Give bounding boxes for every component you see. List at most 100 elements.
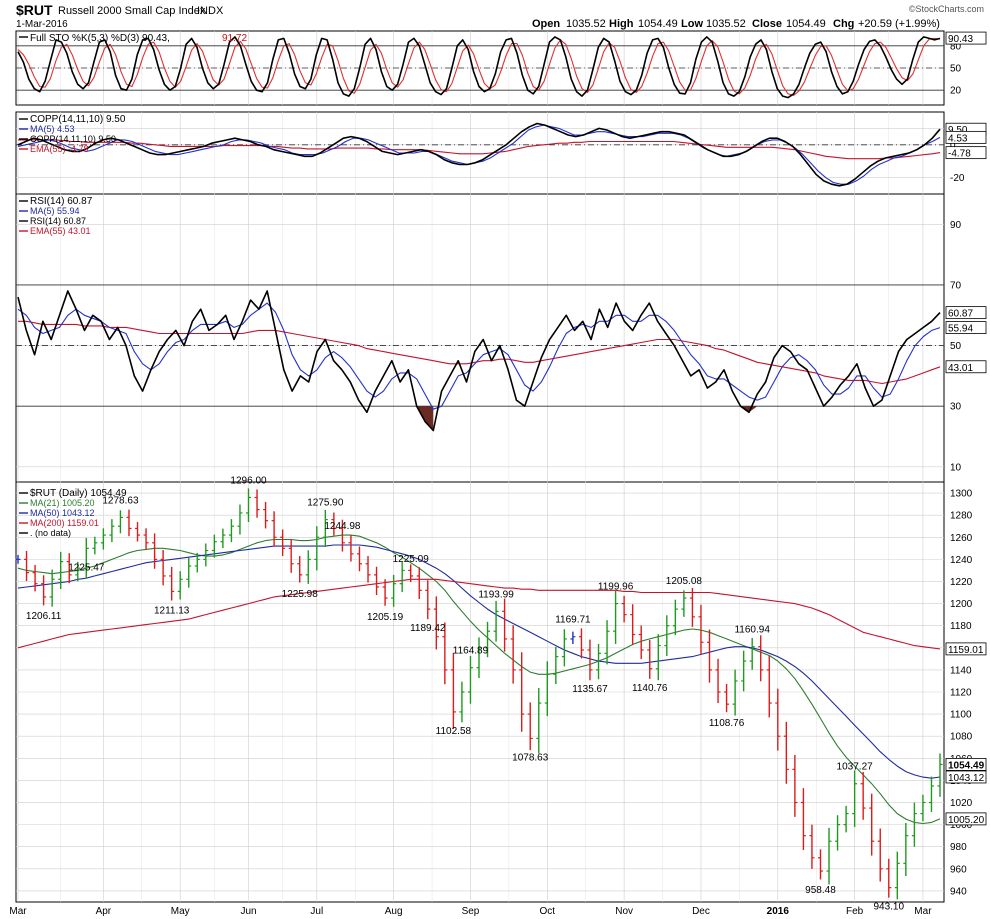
ohlc-bar [194, 552, 200, 573]
high-label: High [609, 18, 634, 30]
ohlc-bar [339, 519, 345, 552]
ohlc-bar [288, 539, 294, 573]
price-annotation: 1078.63 [512, 752, 549, 763]
ohlc-bar [732, 669, 738, 716]
value-tag: 90.43 [945, 31, 987, 45]
y-tick-label: 1100 [950, 710, 972, 721]
price-annotation: 958.48 [805, 885, 836, 896]
ohlc-bar [433, 596, 439, 650]
stochastic-legend: Full STO %K(5,3) %D(3) 90.43, [30, 33, 170, 44]
x-tick-label: Apr [96, 906, 112, 917]
ohlc-bar [766, 655, 772, 718]
price-annotation: 1037.27 [837, 762, 874, 773]
ohlc-bar [536, 688, 542, 754]
ohlc-bar [869, 793, 875, 856]
value-tag: 1005.20 [945, 812, 987, 826]
ohlc-bar [425, 580, 431, 620]
chart-header: $RUT Russell 2000 Small Cap Index INDX 1… [16, 2, 984, 30]
ohlc-bar [126, 509, 132, 537]
ohlc-bar [391, 574, 397, 607]
ohlc-bar [237, 504, 243, 535]
price-annotation: 1160.94 [734, 625, 770, 636]
value-tag-text: 1159.01 [948, 645, 984, 656]
legend-entry: MA(5) 55.94 [30, 206, 80, 216]
y-tick-label: 1220 [950, 577, 973, 588]
value-tag-box [945, 130, 987, 144]
ohlc-bar [741, 650, 747, 692]
legend-entry: COPP(14,11,10) 9.50 [30, 134, 116, 144]
x-tick-label: Jul [310, 906, 323, 917]
price-annotation: 1193.99 [478, 589, 514, 600]
ohlc-bar [143, 528, 149, 550]
close-value: 1054.49 [786, 18, 826, 30]
x-tick-label: Oct [540, 906, 556, 917]
ohlc-bar [937, 753, 943, 797]
ohlc-bar [135, 522, 141, 542]
y-tick-label: 80 [950, 41, 962, 52]
price-annotation: 1225.09 [393, 554, 430, 565]
ohlc-bar [826, 827, 832, 885]
price-annotation: 1205.08 [666, 576, 703, 587]
value-tag-text: 9.50 [948, 125, 968, 136]
chg-label: Chg [833, 18, 854, 30]
value-tag-box [945, 146, 987, 160]
value-tag-text: 1005.20 [948, 815, 985, 826]
y-tick-label: 1120 [950, 688, 972, 699]
ohlc-bar [109, 519, 115, 543]
ohlc-bar [527, 702, 533, 751]
ohlc-bar [724, 683, 730, 713]
ohlc-bar [835, 815, 841, 851]
ohlc-bar [638, 625, 644, 660]
ohlc-bar [681, 590, 687, 617]
x-tick-label: Jun [240, 906, 256, 917]
ohlc-bar [220, 528, 226, 549]
ohlc-bar [476, 637, 482, 679]
series-line-0-1 [17, 36, 941, 99]
ohlc-bar [66, 553, 72, 584]
ohlc-bar [800, 788, 806, 851]
value-tag-box [945, 812, 987, 826]
series-line-2-1 [17, 302, 941, 410]
y-tick-label: 1200 [950, 599, 973, 610]
ohlc-bar [493, 600, 499, 642]
ohlc-bar [280, 529, 286, 557]
ohlc-bar [664, 615, 670, 656]
ohlc-bar [246, 488, 251, 523]
price-annotation: 1296.00 [230, 475, 267, 486]
ohlc-bar [228, 519, 234, 543]
ohlc-bar [467, 655, 473, 704]
ohlc-bar [92, 536, 98, 555]
ohlc-bar [510, 625, 516, 684]
ohlc-bar [886, 858, 892, 898]
legend-entry: EMA(55) -4.78 [30, 144, 89, 154]
value-tag-text: 4.53 [948, 133, 968, 144]
y-tick-label: 50 [950, 341, 962, 352]
close-label: Close [752, 18, 782, 30]
legend-entry: RSI(14) 60.87 [30, 196, 93, 207]
watermark-text: ©StockCharts.com [909, 4, 984, 14]
ohlc-bar [356, 546, 362, 572]
ohlc-bar [596, 643, 602, 680]
y-tick-label: 1000 [950, 820, 973, 831]
ohlc-bar [570, 631, 576, 645]
coppock-panel [15, 111, 945, 195]
value-tag: 60.87 [945, 306, 987, 320]
y-tick-label: 30 [950, 402, 962, 413]
y-tick-label: 50 [950, 64, 962, 75]
ohlc-bar [707, 629, 712, 683]
ohlc-bar [32, 564, 38, 592]
y-tick-label: 960 [950, 864, 967, 875]
open-label: Open [532, 18, 560, 30]
value-tag: 4.53 [945, 130, 987, 144]
x-tick-label: Nov [615, 906, 633, 917]
price-annotation: 1244.98 [324, 521, 361, 532]
y-tick-label: 1280 [950, 511, 973, 522]
y-tick-label: 1240 [950, 555, 973, 566]
ohlc-bar [322, 509, 328, 547]
ohlc-bar [502, 598, 508, 652]
ohlc-bar [860, 772, 866, 820]
y-tick-label: 70 [950, 280, 962, 291]
ohlc-bar [630, 604, 636, 645]
ohlc-bar [613, 590, 619, 644]
ohlc-bar [894, 851, 900, 900]
